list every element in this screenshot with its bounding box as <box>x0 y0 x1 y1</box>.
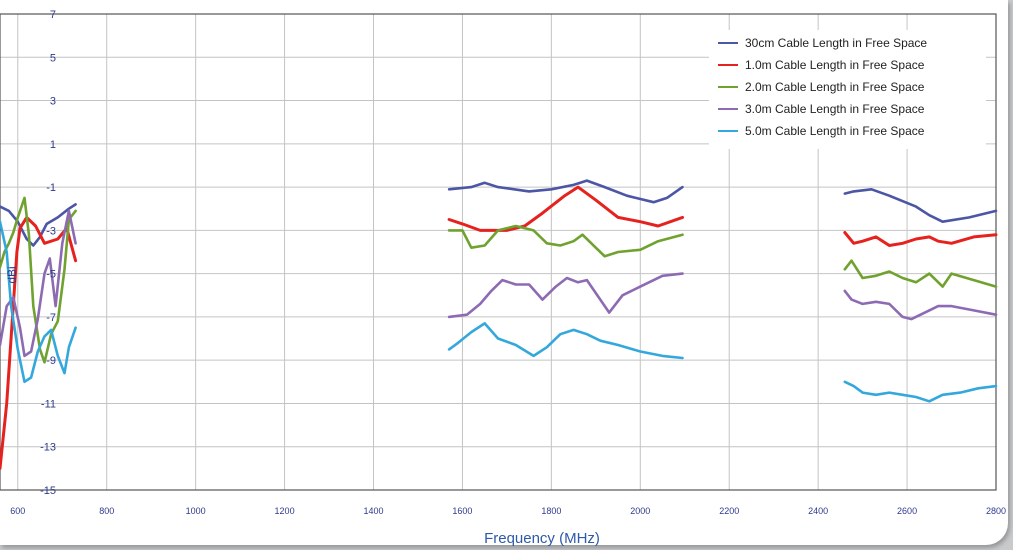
series-3-segment-1 <box>447 272 684 319</box>
y-tick-label-2: 3 <box>50 96 56 108</box>
x-tick-label-2: 1000 <box>186 506 206 516</box>
y-tick-label-1: 5 <box>50 52 56 64</box>
legend-label-0: 30cm Cable Length in Free Space <box>745 36 927 50</box>
y-tick-label-10: -13 <box>40 442 56 454</box>
y-tick-labels: 7 5 3 1 -1 -3 -5 -7 -9 -11 -13 -15 <box>40 9 56 497</box>
y-tick-label-0: 7 <box>50 9 56 21</box>
series-0-segment-2 <box>843 188 998 223</box>
series-0-segment-1 <box>447 179 684 204</box>
x-tick-label-5: 1600 <box>452 506 472 516</box>
x-tick-label-6: 1800 <box>541 506 561 516</box>
x-axis-label: Frequency (MHz) <box>484 530 600 547</box>
series-2-segment-2 <box>843 259 998 288</box>
series-4-segment-2 <box>843 380 998 403</box>
x-tick-label-9: 2400 <box>808 506 828 516</box>
x-tick-labels: 600 800 1000 1200 1400 1600 1800 2000 2200 2400 26… <box>10 506 1006 516</box>
x-tick-label-0: 600 <box>10 506 25 516</box>
y-tick-label-7: -7 <box>46 312 56 324</box>
y-tick-label-8: -9 <box>46 355 56 367</box>
series-0-segment-0 <box>0 203 77 247</box>
y-tick-label-4: -1 <box>46 182 56 194</box>
series-lines <box>0 179 998 470</box>
x-tick-label-8: 2200 <box>719 506 739 516</box>
legend: 30cm Cable Length in Free Space 1.0m Cabl… <box>709 30 986 149</box>
y-tick-label-3: 1 <box>50 139 56 151</box>
series-1-segment-1 <box>447 185 684 232</box>
legend-label-1: 1.0m Cable Length in Free Space <box>745 58 925 72</box>
legend-label-3: 3.0m Cable Length in Free Space <box>745 102 925 116</box>
x-tick-label-4: 1400 <box>363 506 383 516</box>
x-tick-label-7: 2000 <box>630 506 650 516</box>
series-3-segment-2 <box>843 289 998 321</box>
series-4-segment-0 <box>0 220 77 384</box>
y-tick-label-6: -5 <box>46 269 56 281</box>
legend-label-4: 5.0m Cable Length in Free Space <box>745 124 925 138</box>
series-1-segment-2 <box>843 231 998 247</box>
series-4-segment-1 <box>447 322 684 360</box>
series-2-segment-1 <box>447 224 684 258</box>
legend-box <box>709 30 986 149</box>
x-tick-label-3: 1200 <box>275 506 295 516</box>
y-axis-label: dBi <box>5 266 19 283</box>
x-tick-label-10: 2600 <box>897 506 917 516</box>
y-tick-label-5: -3 <box>46 225 56 237</box>
y-tick-label-9: -11 <box>41 398 56 410</box>
x-tick-label-1: 800 <box>99 506 114 516</box>
y-tick-label-11: -15 <box>40 485 56 497</box>
plot-frame <box>0 13 997 491</box>
x-tick-label-11: 2800 <box>986 506 1006 516</box>
series-3-segment-0 <box>0 209 77 358</box>
series-2-segment-0 <box>0 196 77 364</box>
legend-label-2: 2.0m Cable Length in Free Space <box>745 80 925 94</box>
